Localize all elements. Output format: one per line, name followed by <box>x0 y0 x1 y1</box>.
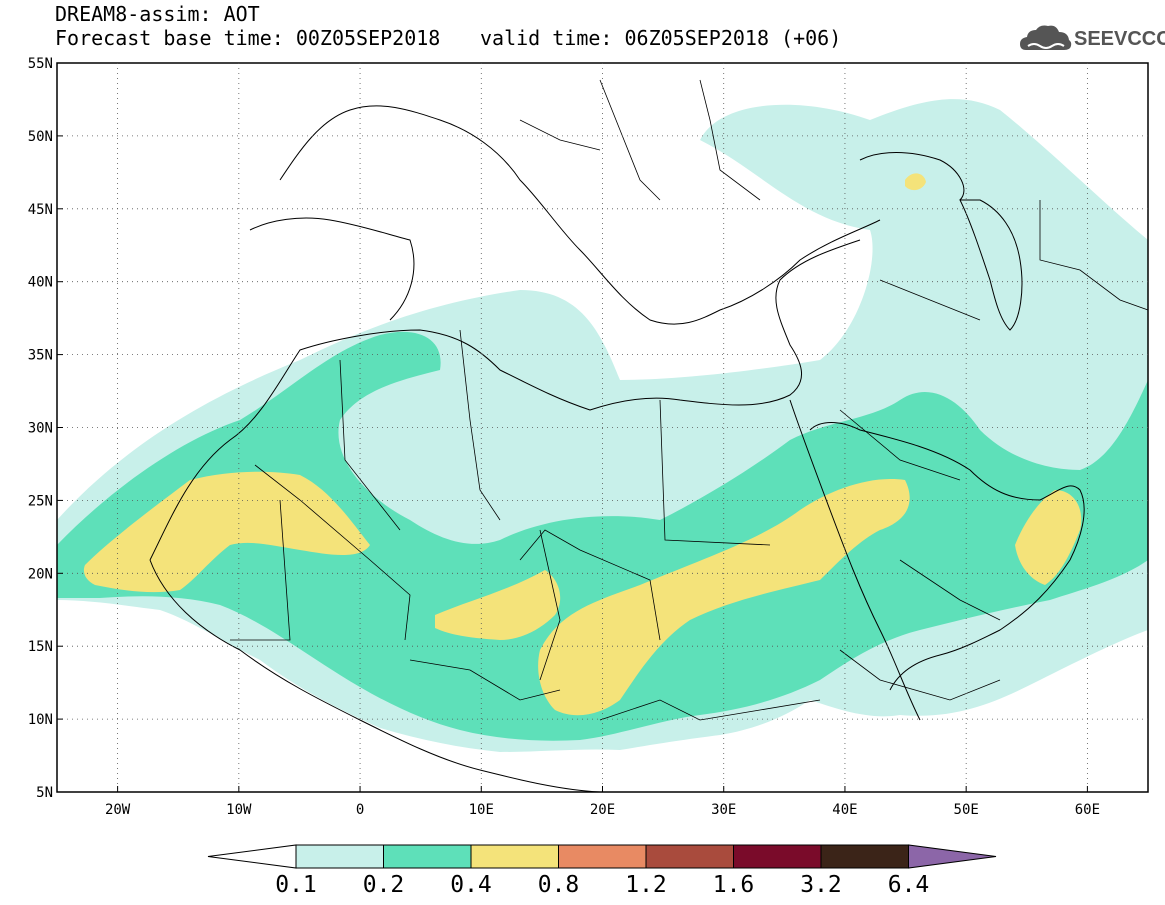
valid-time: valid time: 06Z05SEP2018 (+06) <box>480 26 842 50</box>
colorbar-label: 3.2 <box>800 872 842 898</box>
y-tick-label: 15N <box>28 639 53 655</box>
y-tick-label: 35N <box>28 348 53 364</box>
colorbar-segment <box>558 844 647 869</box>
colorbar-label: 0.1 <box>275 872 317 898</box>
colorbar-label: 1.2 <box>625 872 667 898</box>
y-tick-label: 55N <box>28 56 53 72</box>
colorbar-over-triangle <box>908 844 997 869</box>
aot-band-0.4-caspian <box>905 173 926 191</box>
x-tick-label: 10W <box>226 802 252 818</box>
aot-field <box>57 99 1148 753</box>
y-tick-label: 50N <box>28 129 53 145</box>
colorbar-segment <box>470 844 559 869</box>
x-tick-label: 50E <box>954 802 979 818</box>
aot-band-0.4-central <box>435 570 561 640</box>
y-tick-label: 5N <box>36 785 53 801</box>
seevccc-logo: SEEVCCC <box>1018 22 1165 56</box>
x-tick-label: 20E <box>590 802 615 818</box>
y-axis: 55N 50N 45N 40N 35N 30N 25N 20N 15N 10N 5N <box>28 56 63 801</box>
lat-lon-grid <box>57 63 1148 792</box>
x-tick-label: 10E <box>469 802 494 818</box>
y-tick-label: 20N <box>28 566 53 582</box>
y-tick-label: 25N <box>28 493 53 509</box>
product-title: DREAM8-assim: AOT <box>55 2 260 26</box>
colorbar-under-triangle <box>207 844 297 869</box>
x-tick-label: 60E <box>1075 802 1100 818</box>
y-tick-label: 10N <box>28 712 53 728</box>
colorbar-label: 1.6 <box>713 872 755 898</box>
colorbar-segment <box>733 844 822 869</box>
aot-band-0.4-oman <box>1015 490 1082 585</box>
x-axis: 20W 10W 0 10E 20E 30E 40E 50E 60E <box>105 786 1100 818</box>
x-tick-label: 40E <box>832 802 857 818</box>
coastlines <box>149 105 1085 793</box>
y-tick-label: 45N <box>28 202 53 218</box>
colorbar-segment <box>383 844 472 869</box>
x-tick-label: 30E <box>711 802 736 818</box>
colorbar-label: 6.4 <box>888 872 930 898</box>
colorbar-label: 0.4 <box>450 872 492 898</box>
country-borders <box>230 79 1149 721</box>
colorbar-label: 0.8 <box>538 872 580 898</box>
aot-band-0.4-chad <box>538 479 910 716</box>
y-tick-label: 40N <box>28 275 53 291</box>
colorbar: 0.1 0.2 0.4 0.8 1.2 1.6 3.2 6.4 <box>207 844 997 898</box>
x-tick-label: 20W <box>105 802 131 818</box>
colorbar-segment <box>820 844 909 869</box>
cloud-icon <box>1020 25 1072 50</box>
y-tick-label: 30N <box>28 421 53 437</box>
forecast-base-time: Forecast base time: 00Z05SEP2018 <box>55 26 441 50</box>
colorbar-segment <box>295 844 384 869</box>
colorbar-segment <box>645 844 734 869</box>
colorbar-label: 0.2 <box>363 872 405 898</box>
logo-text: SEEVCCC <box>1074 28 1165 50</box>
x-tick-label: 0 <box>356 802 364 818</box>
aot-band-0.4-west <box>83 471 370 593</box>
